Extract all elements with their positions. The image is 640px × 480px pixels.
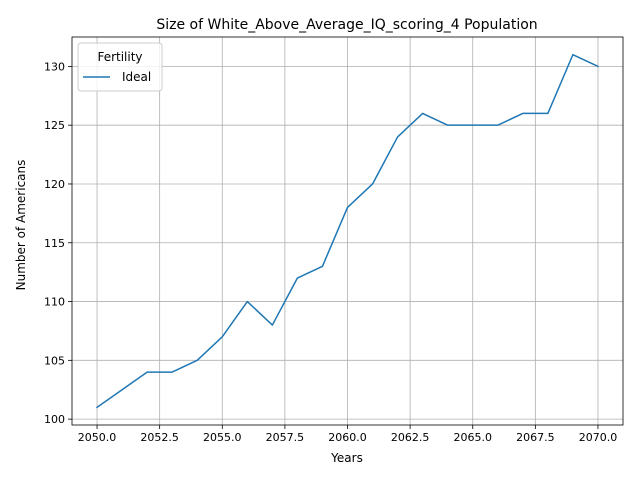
legend-label-ideal: Ideal: [122, 70, 151, 84]
x-tick-label: 2052.5: [140, 431, 179, 444]
y-tick-label: 110: [44, 296, 65, 309]
y-tick-label: 125: [44, 119, 65, 132]
x-tick-label: 2067.5: [516, 431, 555, 444]
x-tick-label: 2057.5: [266, 431, 305, 444]
series-line-ideal: [96, 53, 599, 409]
grid-lines: [72, 37, 623, 425]
y-tick-label: 100: [44, 413, 65, 426]
y-tick-label: 115: [44, 237, 65, 250]
x-axis-label: Years: [330, 451, 363, 465]
y-tick-label: 130: [44, 60, 65, 73]
x-tick-label: 2050.0: [78, 431, 117, 444]
x-tick-label: 2065.0: [453, 431, 492, 444]
x-tick-label: 2060.0: [328, 431, 367, 444]
legend: Fertility Ideal: [77, 42, 163, 92]
x-tick-label: 2062.5: [391, 431, 430, 444]
series-layer: [96, 53, 599, 409]
chart-title: Size of White_Above_Average_IQ_scoring_4…: [156, 17, 537, 33]
x-tick-label: 2070.0: [579, 431, 618, 444]
ticks: 2050.0 2052.5 2055.0 2057.5 2060.0 2062.5 2065…: [44, 60, 617, 444]
legend-title: Fertility: [97, 50, 142, 64]
legend-box: [77, 42, 163, 92]
y-tick-label: 105: [44, 354, 65, 367]
y-axis-label: Number of Americans: [14, 160, 28, 291]
y-tick-label: 120: [44, 178, 65, 191]
x-tick-label: 2055.0: [203, 431, 242, 444]
